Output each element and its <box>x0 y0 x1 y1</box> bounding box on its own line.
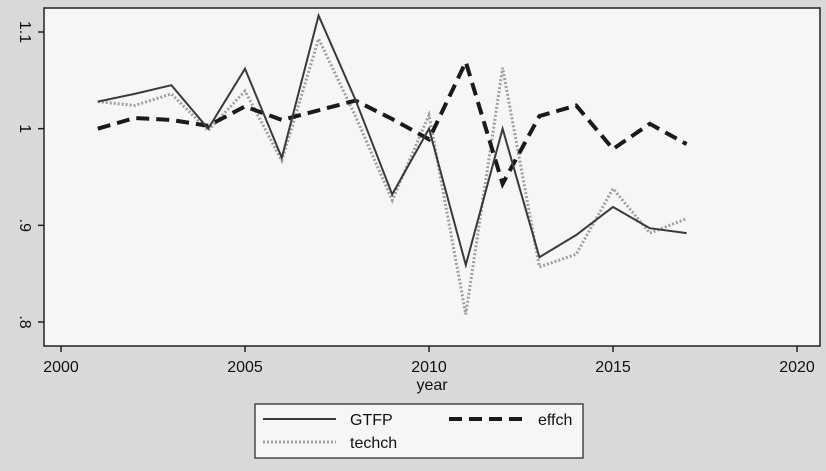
x-tick-label: 2020 <box>779 359 815 376</box>
y-axis: .8 .9 1 1.1 <box>16 21 44 329</box>
series-line-effch <box>97 56 688 189</box>
y-tick-label: 1.1 <box>16 21 33 43</box>
legend: GTFP effch techch <box>254 403 584 459</box>
x-tick-label: 2015 <box>595 359 631 376</box>
x-axis-label: year <box>416 377 448 394</box>
legend-box <box>254 403 584 459</box>
x-tick-label: 2005 <box>227 359 263 376</box>
series-layer <box>97 12 688 315</box>
legend-label-gtfp: GTFP <box>350 412 393 429</box>
y-tick-label: .9 <box>16 219 33 232</box>
plot-area <box>43 7 821 347</box>
x-tick-label: 2000 <box>43 359 79 376</box>
y-tick-label: .8 <box>16 315 33 328</box>
x-tick-label: 2010 <box>411 359 447 376</box>
series-line-techch <box>97 34 688 315</box>
series-line-gtfp <box>97 12 687 269</box>
legend-label-techch: techch <box>350 435 397 452</box>
y-tick-label: 1 <box>16 124 33 133</box>
x-axis: 2000 2005 2010 2015 2020 <box>43 346 815 376</box>
legend-label-effch: effch <box>538 412 572 429</box>
